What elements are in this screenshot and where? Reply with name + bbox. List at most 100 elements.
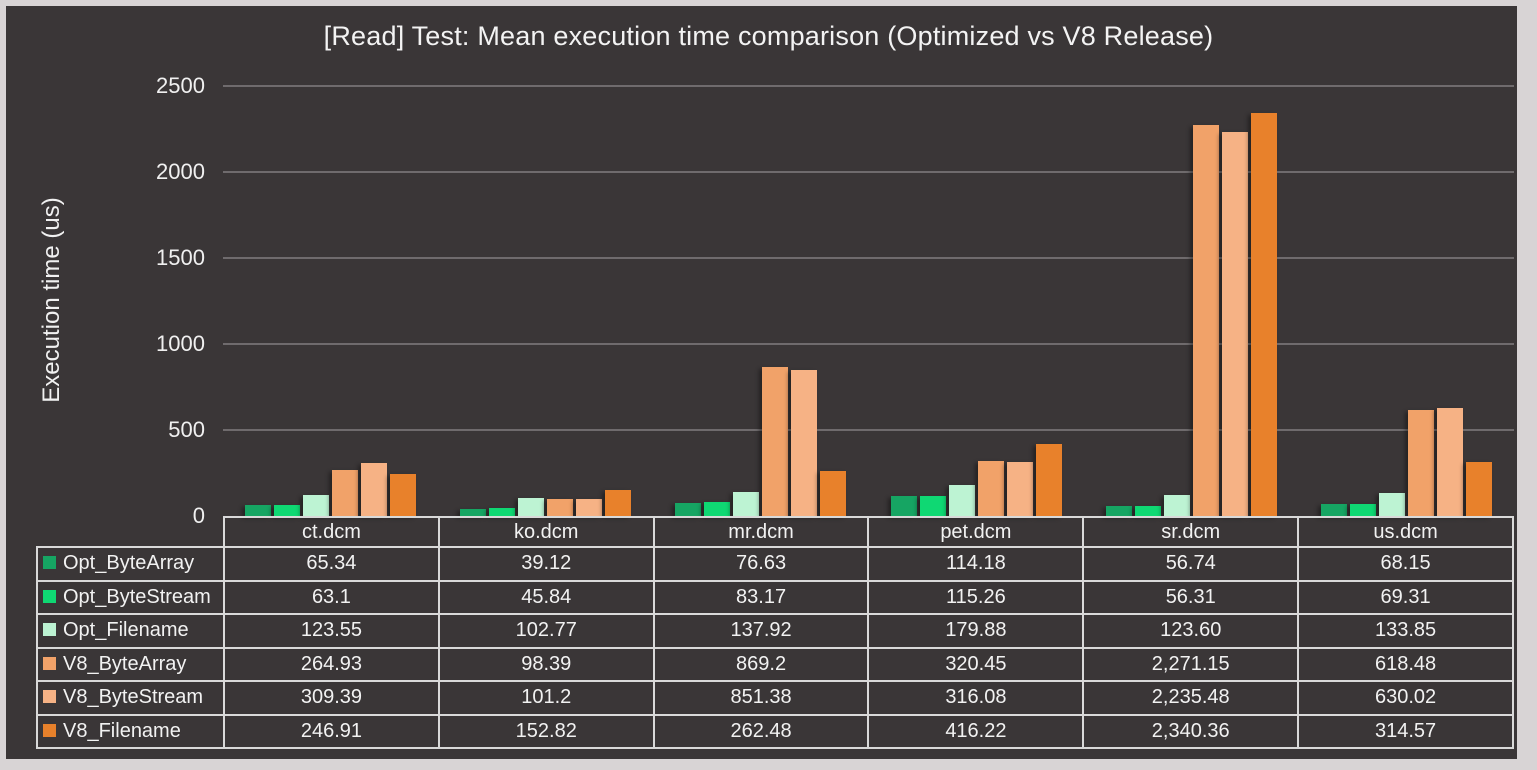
- bar-group-sr.dcm: [1084, 86, 1299, 516]
- gridline: [223, 171, 1514, 173]
- value-cell-Opt_ByteArray-us.dcm: 68.15: [1297, 546, 1514, 582]
- value-cell-V8_ByteArray-mr.dcm: 869.2: [652, 646, 870, 682]
- legend-swatch-icon: [43, 656, 56, 670]
- value-cell-Opt_ByteArray-ct.dcm: 65.34: [223, 546, 440, 582]
- y-tick-label: 0: [192, 503, 205, 528]
- legend-label: V8_ByteArray: [63, 652, 187, 675]
- bar-Opt_ByteStream-mr.dcm: [704, 501, 731, 516]
- bar-V8_ByteArray-ct.dcm: [332, 470, 359, 516]
- y-tick-label: 2000: [156, 159, 205, 184]
- bar-Opt_Filename-pet.dcm: [948, 485, 975, 516]
- bar-Opt_ByteArray-us.dcm: [1320, 504, 1347, 516]
- bar-Opt_Filename-sr.dcm: [1163, 494, 1190, 516]
- bar-V8_ByteArray-sr.dcm: [1192, 125, 1219, 516]
- bar-Opt_ByteStream-ko.dcm: [489, 508, 516, 516]
- value-cell-Opt_ByteArray-mr.dcm: 76.63: [652, 546, 870, 582]
- column-header-pet.dcm: pet.dcm: [867, 516, 1085, 548]
- table-row-V8_ByteStream: V8_ByteStream 309.39 101.2 851.38 316.08 2,23…: [36, 680, 1514, 716]
- bar-Opt_Filename-us.dcm: [1378, 492, 1405, 516]
- table-corner-cell: [37, 517, 224, 547]
- table-row-Opt_ByteStream: Opt_ByteStream 63.1 45.84 83.17 115.26 56.31 6…: [36, 579, 1514, 615]
- value-cell-V8_ByteArray-us.dcm: 618.48: [1297, 646, 1514, 682]
- legend-cell-V8_Filename: V8_Filename: [36, 713, 225, 749]
- value-cell-Opt_ByteStream-mr.dcm: 83.17: [652, 579, 870, 615]
- column-header-sr.dcm: sr.dcm: [1082, 516, 1300, 548]
- value-cell-Opt_ByteStream-ko.dcm: 45.84: [437, 579, 655, 615]
- value-cell-Opt_Filename-pet.dcm: 179.88: [867, 613, 1085, 649]
- bar-V8_ByteStream-ko.dcm: [576, 498, 603, 516]
- bar-group-pet.dcm: [869, 86, 1084, 516]
- bar-Opt_ByteArray-pet.dcm: [890, 496, 917, 516]
- table-row-V8_ByteArray: V8_ByteArray 264.93 98.39 869.2 320.45 2,271.…: [36, 646, 1514, 682]
- value-cell-V8_ByteStream-mr.dcm: 851.38: [652, 680, 870, 716]
- bar-groups: [223, 86, 1514, 516]
- value-cell-V8_Filename-ct.dcm: 246.91: [223, 713, 440, 749]
- column-header-ct.dcm: ct.dcm: [223, 516, 440, 548]
- legend-swatch-icon: [43, 690, 56, 704]
- table-row-Opt_ByteArray: Opt_ByteArray 65.34 39.12 76.63 114.18 56.74 6…: [36, 546, 1514, 582]
- value-cell-V8_ByteStream-ct.dcm: 309.39: [223, 680, 440, 716]
- value-cell-V8_ByteArray-ct.dcm: 264.93: [223, 646, 440, 682]
- chart-title: [Read] Test: Mean execution time compari…: [323, 21, 1214, 51]
- legend-label: V8_ByteStream: [63, 686, 204, 709]
- bar-V8_Filename-ko.dcm: [605, 489, 632, 516]
- bar-Opt_Filename-ko.dcm: [518, 498, 545, 516]
- value-cell-Opt_ByteStream-us.dcm: 69.31: [1297, 579, 1514, 615]
- plot-area: [223, 85, 1514, 516]
- bar-V8_Filename-us.dcm: [1465, 461, 1492, 516]
- gridline: [223, 343, 1514, 345]
- bar-V8_ByteStream-us.dcm: [1436, 407, 1463, 516]
- legend-swatch-icon: [43, 623, 56, 637]
- bar-Opt_ByteArray-ko.dcm: [460, 509, 487, 516]
- legend-cell-V8_ByteStream: V8_ByteStream: [36, 680, 225, 716]
- value-cell-Opt_ByteArray-ko.dcm: 39.12: [437, 546, 655, 582]
- value-cell-V8_Filename-pet.dcm: 416.22: [867, 713, 1085, 749]
- bar-Opt_ByteStream-ct.dcm: [274, 505, 301, 516]
- legend-label: Opt_Filename: [63, 619, 189, 642]
- bar-group-ko.dcm: [438, 86, 653, 516]
- bar-V8_Filename-sr.dcm: [1250, 113, 1277, 516]
- bar-V8_ByteArray-us.dcm: [1407, 409, 1434, 516]
- bar-V8_ByteStream-ct.dcm: [361, 462, 388, 516]
- legend-cell-Opt_ByteStream: Opt_ByteStream: [36, 579, 225, 615]
- column-header-mr.dcm: mr.dcm: [652, 516, 870, 548]
- legend-swatch-icon: [43, 556, 56, 570]
- value-cell-Opt_Filename-ct.dcm: 123.55: [223, 613, 440, 649]
- bar-V8_ByteStream-mr.dcm: [791, 369, 818, 516]
- y-tick-label: 1500: [156, 245, 205, 270]
- bar-group-mr.dcm: [653, 86, 868, 516]
- bar-V8_ByteStream-sr.dcm: [1221, 131, 1248, 516]
- table-header-row: ct.dcm ko.dcm mr.dcm pet.dcm sr.dcm us.dcm: [37, 516, 1514, 548]
- y-axis-title: Execution time (us): [38, 197, 65, 403]
- value-cell-V8_ByteArray-pet.dcm: 320.45: [867, 646, 1085, 682]
- value-cell-V8_Filename-ko.dcm: 152.82: [437, 713, 655, 749]
- bar-V8_Filename-ct.dcm: [390, 473, 417, 516]
- value-cell-V8_ByteStream-ko.dcm: 101.2: [437, 680, 655, 716]
- value-cell-V8_ByteArray-sr.dcm: 2,271.15: [1082, 646, 1300, 682]
- bar-Opt_Filename-mr.dcm: [733, 492, 760, 516]
- bar-Opt_Filename-ct.dcm: [303, 494, 330, 516]
- legend-cell-Opt_Filename: Opt_Filename: [36, 613, 225, 649]
- value-cell-V8_ByteStream-pet.dcm: 316.08: [867, 680, 1085, 716]
- value-cell-Opt_Filename-sr.dcm: 123.60: [1082, 613, 1300, 649]
- value-cell-Opt_ByteStream-sr.dcm: 56.31: [1082, 579, 1300, 615]
- value-cell-V8_Filename-mr.dcm: 262.48: [652, 713, 870, 749]
- value-cell-Opt_ByteStream-ct.dcm: 63.1: [223, 579, 440, 615]
- value-cell-V8_ByteStream-sr.dcm: 2,235.48: [1082, 680, 1300, 716]
- bar-Opt_ByteArray-ct.dcm: [245, 504, 272, 516]
- value-cell-V8_ByteStream-us.dcm: 630.02: [1297, 680, 1514, 716]
- bar-group-ct.dcm: [223, 86, 438, 516]
- gridline: [223, 429, 1514, 431]
- y-tick-label: 1000: [156, 331, 205, 356]
- legend-label: Opt_ByteArray: [63, 552, 195, 575]
- legend-swatch-icon: [43, 723, 56, 737]
- legend-swatch-icon: [43, 589, 56, 603]
- bar-V8_Filename-pet.dcm: [1035, 444, 1062, 516]
- bar-Opt_ByteStream-sr.dcm: [1134, 506, 1161, 516]
- value-cell-Opt_Filename-mr.dcm: 137.92: [652, 613, 870, 649]
- bar-group-us.dcm: [1299, 86, 1514, 516]
- bar-V8_ByteStream-pet.dcm: [1006, 461, 1033, 516]
- table-row-V8_Filename: V8_Filename 246.91 152.82 262.48 416.22 2,340…: [36, 713, 1514, 749]
- bar-V8_ByteArray-mr.dcm: [762, 366, 789, 516]
